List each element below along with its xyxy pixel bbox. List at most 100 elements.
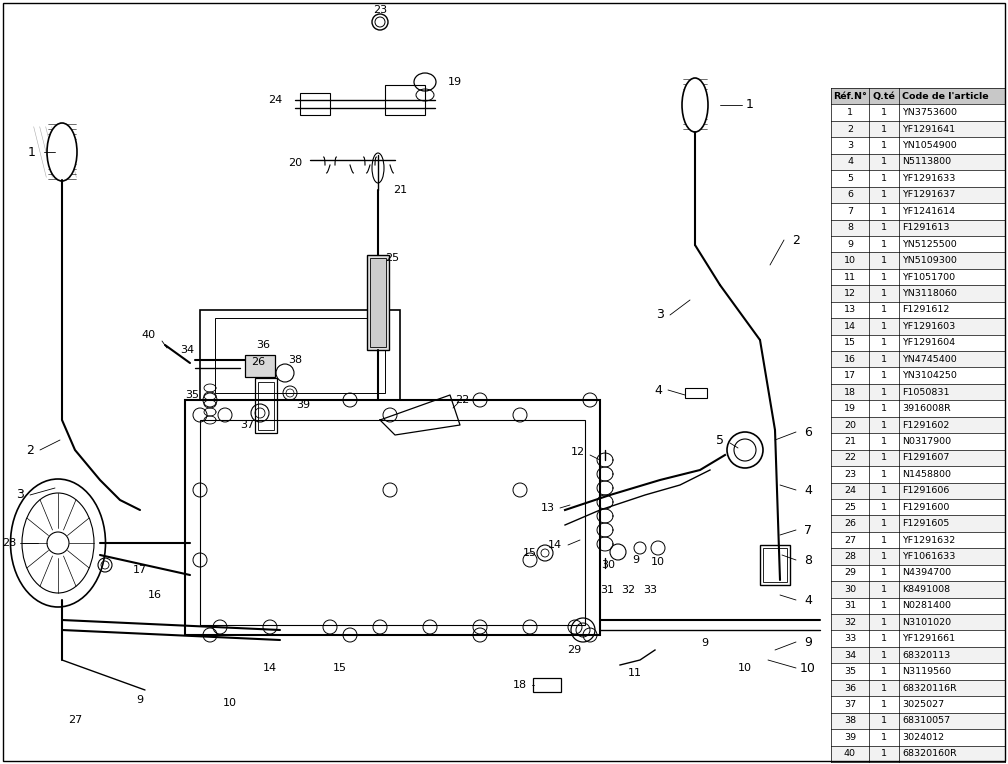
Text: 35: 35 <box>185 390 199 400</box>
Text: 26: 26 <box>251 357 265 367</box>
Bar <box>200 310 400 400</box>
Bar <box>831 713 1005 729</box>
Text: 3024012: 3024012 <box>902 733 944 742</box>
Text: 10: 10 <box>223 698 237 708</box>
Text: 6: 6 <box>804 426 811 439</box>
Text: 16: 16 <box>844 354 856 364</box>
Text: 40: 40 <box>844 749 856 759</box>
Text: 1: 1 <box>881 108 887 117</box>
Bar <box>831 285 1005 302</box>
Text: 1: 1 <box>881 568 887 578</box>
Text: YN3104250: YN3104250 <box>902 371 957 380</box>
Bar <box>831 450 1005 466</box>
Text: 1: 1 <box>881 354 887 364</box>
Text: 5: 5 <box>716 433 724 446</box>
Text: F1291600: F1291600 <box>902 503 950 512</box>
Bar <box>760 545 790 585</box>
Text: Code de l'article: Code de l'article <box>902 92 989 101</box>
Bar <box>831 663 1005 680</box>
Text: 28: 28 <box>2 538 16 548</box>
Bar <box>831 318 1005 335</box>
Bar <box>831 516 1005 532</box>
Text: 3: 3 <box>656 309 664 322</box>
Text: 18: 18 <box>513 680 527 690</box>
Text: 36: 36 <box>844 684 856 692</box>
Text: 68320160R: 68320160R <box>902 749 957 759</box>
Text: 1: 1 <box>881 700 887 709</box>
Text: F1291606: F1291606 <box>902 486 950 495</box>
Text: 24: 24 <box>268 95 282 105</box>
Bar <box>831 121 1005 138</box>
Bar <box>831 335 1005 351</box>
Bar <box>831 647 1005 663</box>
Text: 9: 9 <box>136 695 143 705</box>
Text: 21: 21 <box>844 437 856 446</box>
Bar <box>367 255 389 350</box>
Text: 10: 10 <box>651 557 665 567</box>
Text: 19: 19 <box>844 404 856 413</box>
Bar <box>831 219 1005 236</box>
Text: 9: 9 <box>632 555 639 565</box>
Text: 7: 7 <box>847 207 853 215</box>
Text: 17: 17 <box>133 565 147 575</box>
Bar <box>831 138 1005 154</box>
Bar <box>685 388 707 398</box>
Bar <box>533 678 561 692</box>
Bar <box>831 269 1005 285</box>
Text: 1: 1 <box>881 519 887 528</box>
Bar <box>831 203 1005 219</box>
Text: YN3118060: YN3118060 <box>902 289 957 298</box>
Text: 1: 1 <box>881 125 887 134</box>
Text: 26: 26 <box>844 519 856 528</box>
Text: F1291607: F1291607 <box>902 453 950 462</box>
Text: YF1291603: YF1291603 <box>902 322 956 331</box>
Text: 3916008R: 3916008R <box>902 404 951 413</box>
Text: 12: 12 <box>571 447 585 457</box>
Ellipse shape <box>47 123 77 181</box>
Text: 1: 1 <box>881 223 887 232</box>
Text: 1: 1 <box>881 256 887 265</box>
Text: 23: 23 <box>844 470 856 479</box>
Text: 34: 34 <box>180 345 195 355</box>
Bar <box>831 252 1005 269</box>
Text: 13: 13 <box>541 503 555 513</box>
Text: 3: 3 <box>847 141 853 150</box>
Text: F1291602: F1291602 <box>902 420 950 429</box>
Text: 39: 39 <box>296 400 310 410</box>
Text: 19: 19 <box>448 77 462 87</box>
Text: 1: 1 <box>881 141 887 150</box>
Bar <box>831 532 1005 549</box>
Text: 14: 14 <box>263 663 277 673</box>
Bar <box>370 258 386 347</box>
Text: YN3753600: YN3753600 <box>902 108 957 117</box>
Text: 17: 17 <box>844 371 856 380</box>
Bar <box>831 384 1005 400</box>
Bar <box>831 88 1005 105</box>
Text: 1: 1 <box>881 190 887 199</box>
Text: 38: 38 <box>288 355 302 365</box>
Bar <box>831 400 1005 417</box>
Text: 39: 39 <box>844 733 856 742</box>
Text: 40: 40 <box>141 330 155 340</box>
Text: 9: 9 <box>804 636 811 649</box>
Bar <box>255 378 277 433</box>
Text: YF1291632: YF1291632 <box>902 536 956 545</box>
Text: 35: 35 <box>844 667 856 676</box>
Bar <box>831 614 1005 630</box>
Text: Q.té: Q.té <box>873 92 895 101</box>
Text: 1: 1 <box>881 157 887 167</box>
Bar <box>831 680 1005 696</box>
Text: F1291612: F1291612 <box>902 306 950 315</box>
Text: 4: 4 <box>654 384 662 397</box>
Text: 25: 25 <box>385 253 399 263</box>
Text: 1: 1 <box>881 174 887 183</box>
Text: YF1051700: YF1051700 <box>902 273 956 282</box>
Text: 9: 9 <box>702 638 709 648</box>
Text: 30: 30 <box>844 585 856 594</box>
Text: N3101020: N3101020 <box>902 618 952 626</box>
Text: F1050831: F1050831 <box>902 387 950 397</box>
Text: 1: 1 <box>881 437 887 446</box>
Bar <box>831 483 1005 499</box>
FancyArrowPatch shape <box>39 127 52 177</box>
Bar <box>831 581 1005 597</box>
